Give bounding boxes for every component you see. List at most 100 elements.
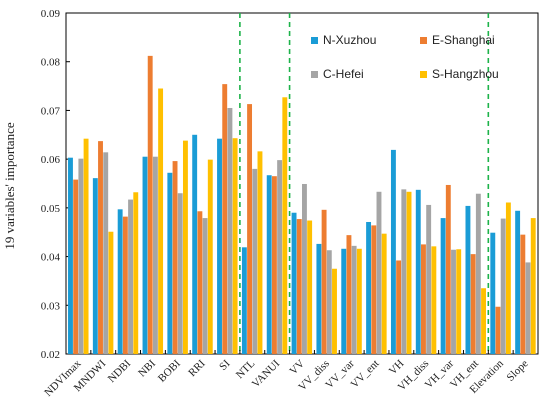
bar-c-hefei-rri — [202, 218, 208, 354]
bar-e-shanghai-mndwi — [98, 141, 103, 354]
legend-swatch — [420, 37, 427, 44]
bar-c-hefei-slope — [525, 262, 531, 354]
bar-n-xuzhou-elevation — [490, 232, 496, 354]
legend-label: C-Hefei — [323, 67, 364, 81]
bar-n-xuzhou-vanui — [266, 175, 272, 354]
bar-n-xuzhou-si — [217, 138, 222, 354]
bar-n-xuzhou-vv_ent — [366, 221, 372, 354]
y-tick-label: 0.08 — [41, 57, 61, 69]
legend-label: S-Hangzhou — [432, 67, 499, 81]
bar-s-hangzhou-vv_ent — [381, 233, 387, 354]
x-tick-label: VV_ent — [349, 358, 382, 391]
bar-c-hefei-vv — [302, 183, 307, 354]
bar-n-xuzhou-vv_diss — [316, 243, 322, 354]
bar-c-hefei-ndvimax — [78, 158, 84, 354]
bar-s-hangzhou-vh_ent — [481, 288, 486, 354]
bar-e-shanghai-elevation — [495, 306, 501, 354]
bar-e-shanghai-ntl — [247, 104, 253, 355]
bar-e-shanghai-vv_var — [346, 235, 352, 354]
bar-e-shanghai-slope — [520, 234, 526, 354]
bar-e-shanghai-vanui — [271, 176, 277, 354]
y-axis-title: 19 variables' importance — [2, 122, 17, 249]
bar-s-hangzhou-vv_diss — [332, 268, 337, 354]
bar-c-hefei-mndwi — [103, 152, 109, 354]
bar-n-xuzhou-vh_var — [440, 218, 446, 354]
x-tick-label: VH — [387, 358, 407, 378]
bar-s-hangzhou-si — [232, 138, 238, 354]
bar-n-xuzhou-mndwi — [92, 178, 98, 354]
bar-c-hefei-vv_var — [351, 245, 357, 354]
bar-n-xuzhou-ndvimax — [68, 157, 73, 354]
bar-s-hangzhou-vh — [406, 191, 412, 354]
x-tick-label: BOBI — [156, 357, 183, 384]
x-tick-label: RRI — [186, 357, 208, 379]
bar-s-hangzhou-vh_var — [456, 249, 462, 354]
bar-c-hefei-vh_var — [451, 249, 456, 354]
x-tick-label: Slope — [504, 358, 530, 384]
bar-c-hefei-elevation — [500, 218, 506, 354]
bar-s-hangzhou-bobi — [182, 140, 188, 354]
y-tick-label: 0.05 — [41, 203, 61, 215]
bar-n-xuzhou-slope — [515, 210, 521, 354]
legend-label: N-Xuzhou — [323, 33, 376, 47]
x-tick-label: NDBI — [106, 357, 134, 385]
bar-c-hefei-vh_ent — [475, 193, 481, 354]
bar-e-shanghai-vv — [296, 219, 302, 354]
bar-e-shanghai-nbi — [147, 55, 153, 355]
x-tick-label: VANUI — [250, 357, 283, 390]
y-tick-label: 0.09 — [41, 8, 61, 20]
bar-c-hefei-vv_ent — [376, 191, 382, 354]
bar-n-xuzhou-vv — [291, 212, 297, 354]
bar-c-hefei-vh_diss — [426, 204, 432, 354]
bar-c-hefei-bobi — [177, 193, 183, 354]
bar-e-shanghai-vh_var — [445, 184, 451, 354]
bar-n-xuzhou-vh_diss — [415, 189, 421, 354]
bar-e-shanghai-vh — [396, 260, 402, 354]
y-tick-label: 0.04 — [41, 252, 61, 264]
bar-n-xuzhou-vv_var — [341, 248, 347, 354]
bar-e-shanghai-bobi — [172, 161, 178, 354]
y-axis-ticks: 0.02 0.03 0.04 0.05 0.06 0.07 0.08 0.09 — [41, 8, 70, 361]
bar-e-shanghai-vh_ent — [470, 254, 476, 354]
bar-n-xuzhou-rri — [192, 134, 198, 354]
bar-e-shanghai-ndbi — [122, 216, 128, 354]
bar-s-hangzhou-nbi — [158, 88, 164, 354]
bar-s-hangzhou-elevation — [505, 202, 511, 354]
bar-s-hangzhou-vv_var — [356, 248, 362, 354]
bar-c-hefei-vh — [401, 189, 407, 354]
bar-c-hefei-nbi — [152, 156, 158, 354]
bar-n-xuzhou-nbi — [142, 156, 148, 354]
bar-s-hangzhou-rri — [207, 159, 213, 354]
bar-e-shanghai-rri — [197, 211, 203, 354]
bar-c-hefei-vv_diss — [326, 250, 332, 354]
bar-s-hangzhou-slope — [530, 218, 536, 354]
y-tick-label: 0.07 — [41, 105, 61, 117]
legend-swatch — [311, 71, 318, 78]
bar-e-shanghai-ndvimax — [73, 179, 79, 354]
bar-c-hefei-si — [227, 107, 233, 354]
bar-n-xuzhou-ndbi — [117, 209, 123, 354]
legend-swatch — [311, 37, 318, 44]
bar-n-xuzhou-bobi — [167, 172, 173, 354]
legend: N-Xuzhou E-Shanghai C-Hefei S-Hangzhou — [311, 33, 499, 81]
bar-n-xuzhou-vh_ent — [465, 205, 471, 354]
bar-n-xuzhou-vh — [390, 149, 396, 354]
legend-label: E-Shanghai — [432, 33, 495, 47]
bar-e-shanghai-vv_diss — [321, 209, 327, 354]
legend-swatch — [420, 71, 427, 78]
y-tick-label: 0.03 — [41, 300, 61, 312]
bar-s-hangzhou-vh_diss — [431, 246, 437, 354]
bar-c-hefei-ntl — [252, 168, 258, 354]
bars — [68, 55, 536, 355]
bar-e-shanghai-vh_diss — [421, 244, 426, 354]
bar-e-shanghai-si — [222, 84, 228, 354]
y-tick-label: 0.02 — [41, 349, 60, 361]
bar-c-hefei-ndbi — [128, 199, 134, 354]
x-tick-label: VV — [287, 358, 307, 378]
y-tick-label: 0.06 — [41, 154, 61, 166]
bar-s-hangzhou-vanui — [282, 97, 288, 355]
x-tick-label: SI — [217, 357, 233, 373]
bar-e-shanghai-vv_ent — [371, 225, 377, 354]
